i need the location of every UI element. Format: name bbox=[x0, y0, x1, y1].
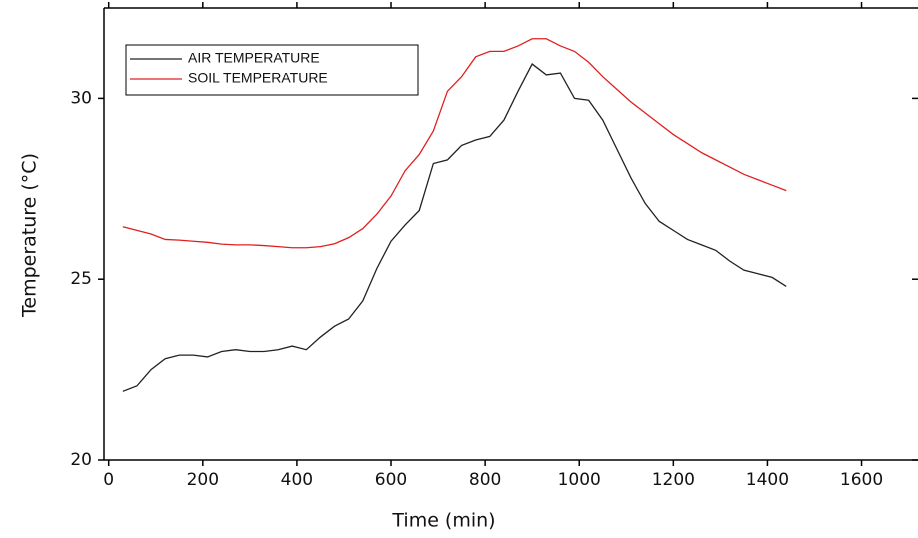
x-tick-label: 600 bbox=[375, 470, 407, 490]
series-line bbox=[122, 38, 787, 249]
y-tick-label: 30 bbox=[70, 88, 92, 108]
x-tick-label: 800 bbox=[469, 470, 501, 490]
y-tick-label: 20 bbox=[70, 450, 92, 470]
y-axis-title: Temperature (°C) bbox=[19, 153, 41, 318]
x-tick-label: 1600 bbox=[840, 470, 883, 490]
legend-label: AIR TEMPERATURE bbox=[188, 50, 320, 66]
series-line bbox=[122, 63, 787, 392]
x-tick-label: 1400 bbox=[746, 470, 789, 490]
x-tick-label: 200 bbox=[187, 470, 219, 490]
legend-box bbox=[125, 44, 419, 96]
x-axis-title: Time (min) bbox=[391, 510, 495, 532]
x-tick-label: 400 bbox=[281, 470, 313, 490]
legend-label: SOIL TEMPERATURE bbox=[188, 70, 328, 86]
y-tick-label: 25 bbox=[70, 269, 92, 289]
x-tick-label: 0 bbox=[103, 470, 114, 490]
x-tick-label: 1000 bbox=[558, 470, 601, 490]
x-tick-label: 1200 bbox=[652, 470, 695, 490]
